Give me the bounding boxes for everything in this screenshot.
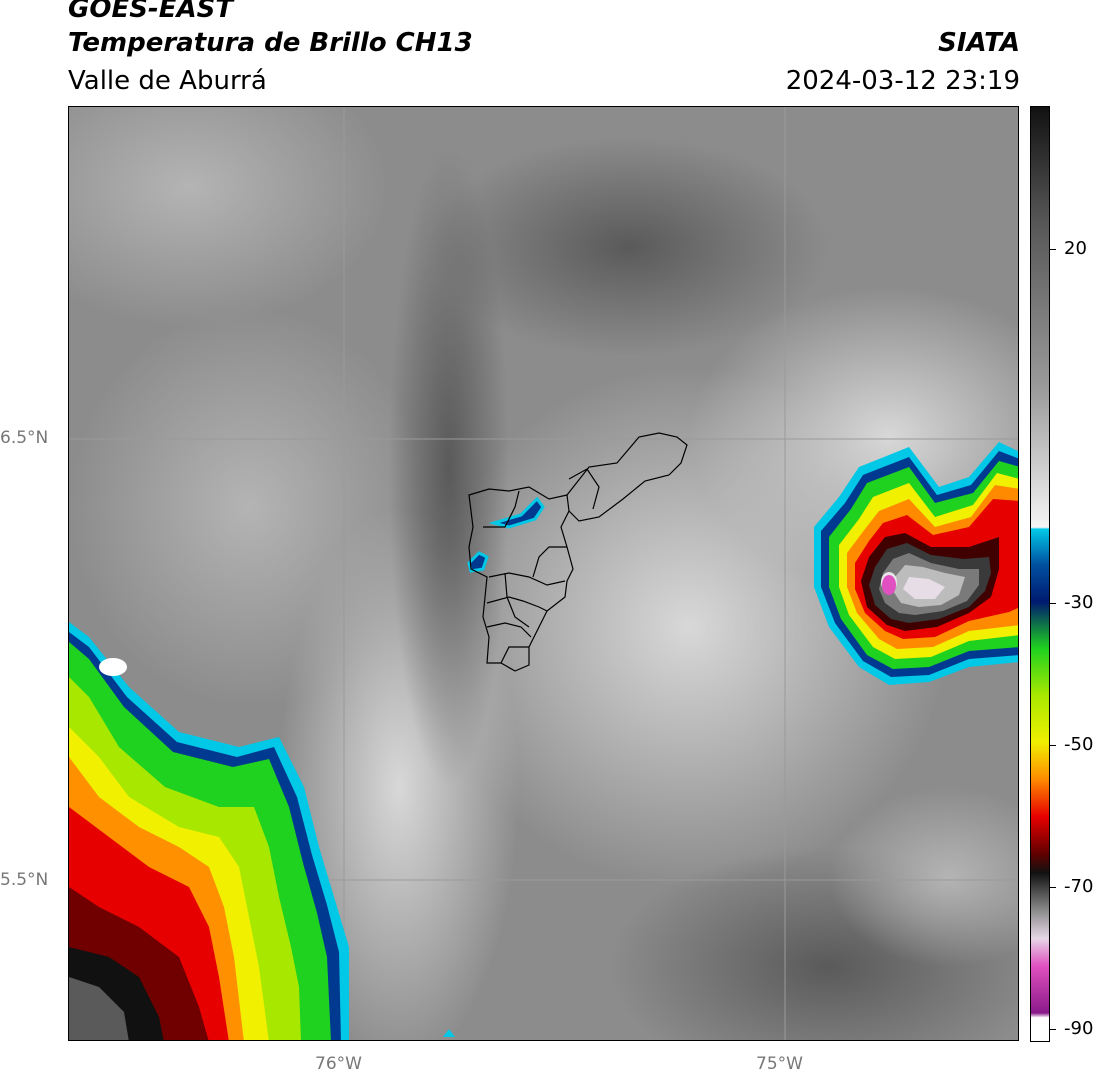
colorbar-tick xyxy=(1050,1029,1056,1030)
cloud-patch xyxy=(829,787,1018,967)
cold-cell xyxy=(443,1029,455,1037)
cloud-patch xyxy=(429,137,829,357)
lon-label-76: 76°W xyxy=(315,1054,362,1074)
cold-cell xyxy=(488,496,545,529)
colorbar-tick xyxy=(1050,887,1056,888)
product-title: Temperatura de Brillo CH13 xyxy=(68,28,473,58)
colorbar-label-minus70: -70 xyxy=(1064,876,1094,897)
colorbar-label-20: 20 xyxy=(1064,238,1087,259)
cloud-patch xyxy=(69,307,429,707)
temperature-colorbar xyxy=(1030,106,1050,1042)
map-canvas xyxy=(69,107,1018,1040)
lat-label-5-5: 5.5°N xyxy=(0,870,49,890)
colorbar-tick xyxy=(1050,745,1056,746)
storm-east xyxy=(814,442,1018,685)
cold-cell xyxy=(467,551,489,573)
satellite-title: GOES-EAST xyxy=(68,0,234,24)
colorbar-label-minus50: -50 xyxy=(1064,734,1094,755)
colorbar-tick xyxy=(1050,249,1056,250)
lon-label-75: 75°W xyxy=(756,1054,803,1074)
cloud-patch xyxy=(69,107,389,327)
colorbar-label-minus30: -30 xyxy=(1064,592,1094,613)
colorbar-label-minus90: -90 xyxy=(1064,1018,1094,1039)
lat-label-6-5: 6.5°N xyxy=(0,428,49,448)
colorbar-tick xyxy=(1050,603,1056,604)
timestamp-label: 2024-03-12 23:19 xyxy=(785,66,1020,96)
storm-southwest xyxy=(69,622,349,1040)
satellite-map[interactable] xyxy=(68,106,1019,1041)
municipal-boundaries xyxy=(468,432,688,672)
region-subtitle: Valle de Aburrá xyxy=(68,66,267,96)
organization-label: SIATA xyxy=(938,28,1020,58)
